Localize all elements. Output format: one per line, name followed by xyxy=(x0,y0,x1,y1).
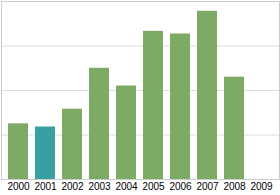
svg-text:2001: 2001 xyxy=(34,181,57,192)
svg-text:2006: 2006 xyxy=(169,181,192,192)
svg-text:2007: 2007 xyxy=(196,181,219,192)
svg-text:2000: 2000 xyxy=(7,181,30,192)
svg-text:2004: 2004 xyxy=(115,181,138,192)
svg-text:2009: 2009 xyxy=(250,181,273,192)
svg-text:2008: 2008 xyxy=(223,181,246,192)
svg-text:2005: 2005 xyxy=(142,181,165,192)
svg-text:2003: 2003 xyxy=(88,181,111,192)
svg-text:2002: 2002 xyxy=(61,181,84,192)
